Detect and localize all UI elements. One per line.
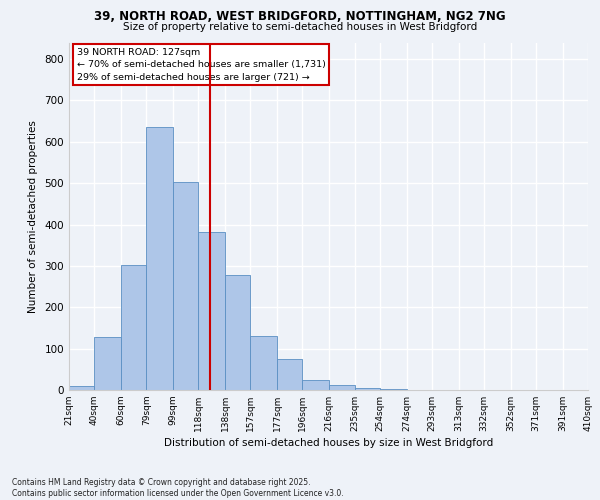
Text: 39 NORTH ROAD: 127sqm
← 70% of semi-detached houses are smaller (1,731)
29% of s: 39 NORTH ROAD: 127sqm ← 70% of semi-deta… — [77, 48, 326, 82]
Text: Contains HM Land Registry data © Crown copyright and database right 2025.
Contai: Contains HM Land Registry data © Crown c… — [12, 478, 344, 498]
X-axis label: Distribution of semi-detached houses by size in West Bridgford: Distribution of semi-detached houses by … — [164, 438, 493, 448]
Bar — [173, 182, 199, 390]
Bar — [69, 386, 94, 390]
Bar — [355, 388, 380, 390]
Bar — [250, 336, 277, 390]
Bar — [225, 276, 250, 390]
Bar — [121, 265, 146, 390]
Bar — [146, 128, 173, 390]
Text: 39, NORTH ROAD, WEST BRIDGFORD, NOTTINGHAM, NG2 7NG: 39, NORTH ROAD, WEST BRIDGFORD, NOTTINGH… — [94, 10, 506, 23]
Bar — [302, 380, 329, 390]
Text: Size of property relative to semi-detached houses in West Bridgford: Size of property relative to semi-detach… — [123, 22, 477, 32]
Y-axis label: Number of semi-detached properties: Number of semi-detached properties — [28, 120, 38, 312]
Bar — [277, 360, 302, 390]
Bar — [199, 232, 225, 390]
Bar — [380, 389, 407, 390]
Bar — [94, 337, 121, 390]
Bar — [329, 384, 355, 390]
